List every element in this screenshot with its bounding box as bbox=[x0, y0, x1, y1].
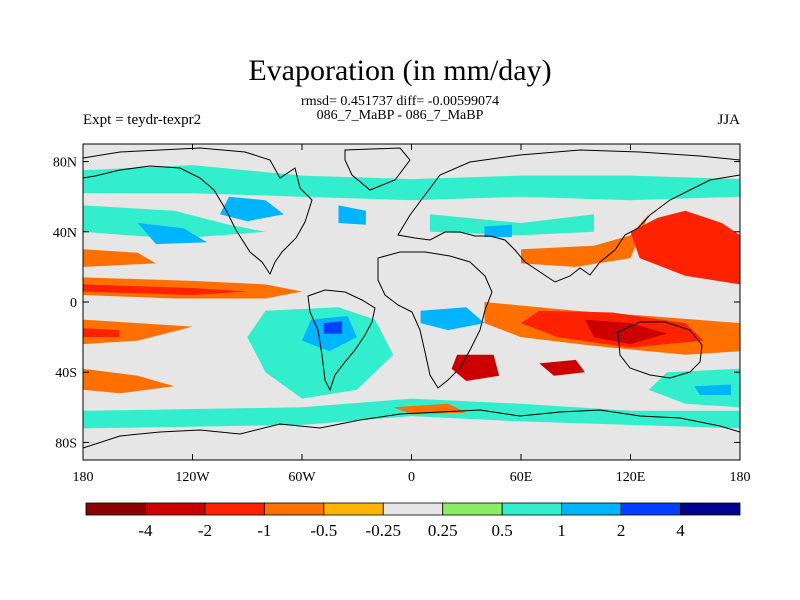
contour-region-6 bbox=[484, 224, 512, 237]
map-title: Evaporation (in mm/day) bbox=[248, 54, 552, 87]
colorbar-label: -1 bbox=[257, 521, 271, 540]
lon-tick-label: 180 bbox=[73, 470, 94, 485]
lat-tick-label: 40N bbox=[53, 226, 77, 241]
contour-region-12 bbox=[83, 368, 175, 394]
experiment-line: 086_7_MaBP - 086_7_MaBP bbox=[316, 108, 484, 123]
contour-region-13 bbox=[247, 307, 394, 399]
lat-tick-label: 40S bbox=[55, 366, 77, 381]
lon-tick-label: 60E bbox=[510, 470, 533, 485]
coastline-layer bbox=[83, 147, 740, 449]
lon-tick-label: 120E bbox=[616, 470, 646, 485]
contour-region-0 bbox=[83, 165, 740, 201]
contour-region-1 bbox=[83, 205, 266, 239]
coastline-greenland bbox=[344, 147, 411, 191]
lon-tick-label: 0 bbox=[408, 470, 415, 485]
stats-line: rmsd= 0.451737 diff= -0.00599074 bbox=[301, 94, 499, 109]
colorbar-label: 1 bbox=[557, 521, 566, 540]
coastline-europe-asia bbox=[397, 149, 740, 283]
contour-region-25 bbox=[694, 384, 731, 395]
colorbar-swatch bbox=[620, 502, 681, 516]
contour-region-17 bbox=[521, 214, 649, 267]
contour-region-10 bbox=[83, 319, 193, 345]
coastline-africa bbox=[377, 251, 493, 389]
lat-tick-label: 80S bbox=[55, 436, 77, 451]
contour-region-11 bbox=[83, 328, 120, 338]
colorbar-swatch bbox=[323, 502, 384, 516]
contour-region-5 bbox=[429, 214, 594, 236]
contour-region-23 bbox=[539, 359, 585, 376]
colorbar-label: -0.25 bbox=[366, 521, 401, 540]
colorbar-swatch bbox=[501, 502, 563, 516]
colorbar-label: 0.5 bbox=[492, 521, 513, 540]
colorbar-swatch bbox=[85, 502, 146, 516]
contour-region-7 bbox=[83, 249, 156, 267]
lon-tick-label: 60W bbox=[288, 470, 316, 485]
colorbar-swatch bbox=[145, 502, 206, 516]
lon-tick-label: 120W bbox=[175, 470, 210, 485]
colorbar-label: 0.25 bbox=[428, 521, 458, 540]
contour-region-18 bbox=[630, 210, 740, 285]
coastline-north-america bbox=[83, 147, 313, 276]
contour-region-4 bbox=[338, 205, 366, 225]
colorbar-swatch bbox=[442, 502, 503, 516]
experiment-label: Expt = teydr-texpr2 bbox=[83, 112, 202, 128]
coastline-south-america bbox=[307, 289, 376, 392]
contour-region-16 bbox=[420, 307, 485, 331]
stats-block: rmsd= 0.451737 diff= -0.00599074 086_7_M… bbox=[0, 95, 800, 123]
contour-region-3 bbox=[137, 223, 208, 245]
colorbar-label: 2 bbox=[617, 521, 626, 540]
contour-fill-layer bbox=[83, 165, 740, 429]
contour-region-21 bbox=[584, 319, 667, 345]
colorbar-swatch bbox=[204, 502, 265, 516]
colorbar-label: 4 bbox=[676, 521, 685, 540]
contour-region-2 bbox=[219, 196, 284, 222]
contour-region-15 bbox=[323, 321, 343, 334]
colorbar-label: -4 bbox=[138, 521, 153, 540]
lat-tick-label: 80N bbox=[53, 156, 77, 171]
colorbar-swatch bbox=[263, 502, 325, 516]
contour-region-9 bbox=[83, 284, 248, 295]
coastline-australia bbox=[617, 321, 703, 379]
colorbar: -4 -2 -1 -0.5 -0.25 0.25 0.5 1 2 4 bbox=[85, 502, 741, 540]
lat-tick-label: 0 bbox=[70, 296, 77, 311]
coastline-antarctica bbox=[83, 409, 740, 449]
colorbar-swatch bbox=[680, 502, 741, 516]
colorbar-swatch bbox=[382, 502, 444, 516]
colorbar-label: -0.5 bbox=[310, 521, 337, 540]
lon-tick-label: 180 bbox=[730, 470, 751, 485]
colorbar-label: -2 bbox=[198, 521, 212, 540]
axis-ticks: 80N 40N 0 40S 80S 180 120W 60W 0 60E 120E 180 bbox=[53, 144, 751, 485]
colorbar-swatch bbox=[561, 502, 622, 516]
contour-region-24 bbox=[648, 368, 740, 408]
season-label: JJA bbox=[717, 112, 740, 128]
